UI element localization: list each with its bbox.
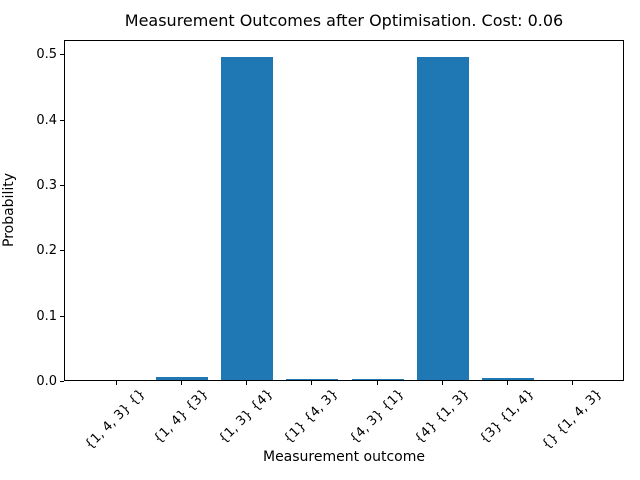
bar — [416, 56, 469, 380]
x-tick-label: {4} {1, 3} — [411, 385, 473, 447]
bar — [155, 377, 208, 380]
x-tick-label: {3} {1, 4} — [477, 385, 538, 447]
bar — [220, 56, 274, 380]
x-tick-label: {1, 3} {4} — [216, 385, 277, 447]
y-tick-mark — [60, 250, 64, 252]
y-tick-mark — [60, 185, 64, 187]
bar — [482, 378, 535, 380]
x-tick-mark — [572, 381, 574, 385]
y-tick-label: 0.4 — [36, 112, 57, 128]
x-tick-label: {1} {4, 3} — [281, 385, 342, 447]
x-tick-label: {1, 4, 3} {} — [82, 386, 149, 453]
y-tick-mark — [60, 119, 64, 121]
y-axis-label: Probability — [1, 172, 17, 248]
x-tick-label: {4, 3} {1} — [346, 385, 407, 447]
y-tick-mark — [60, 315, 64, 317]
y-tick-label: 0.2 — [36, 243, 57, 259]
y-tick-mark — [60, 54, 64, 56]
x-tick-mark — [115, 381, 117, 385]
x-tick-mark — [376, 381, 378, 385]
x-tick-label: {1, 4} {3} — [150, 385, 212, 447]
x-tick-mark — [507, 381, 509, 385]
bar — [286, 379, 339, 380]
y-tick-label: 0.0 — [36, 374, 57, 389]
y-tick-label: 0.3 — [36, 178, 57, 194]
y-tick-label: 0.1 — [36, 308, 57, 324]
y-tick-label: 0.5 — [36, 47, 57, 63]
plot-area — [64, 40, 624, 381]
x-tick-mark — [441, 381, 443, 385]
x-tick-label: {} {1, 4, 3} — [539, 386, 606, 453]
chart-title: Measurement Outcomes after Optimisation.… — [124, 11, 564, 30]
x-axis-label: Measurement outcome — [262, 449, 425, 465]
x-tick-mark — [180, 381, 182, 385]
bar — [351, 379, 404, 380]
x-tick-mark — [246, 381, 248, 385]
y-tick-mark — [60, 381, 64, 382]
x-tick-mark — [311, 381, 313, 385]
